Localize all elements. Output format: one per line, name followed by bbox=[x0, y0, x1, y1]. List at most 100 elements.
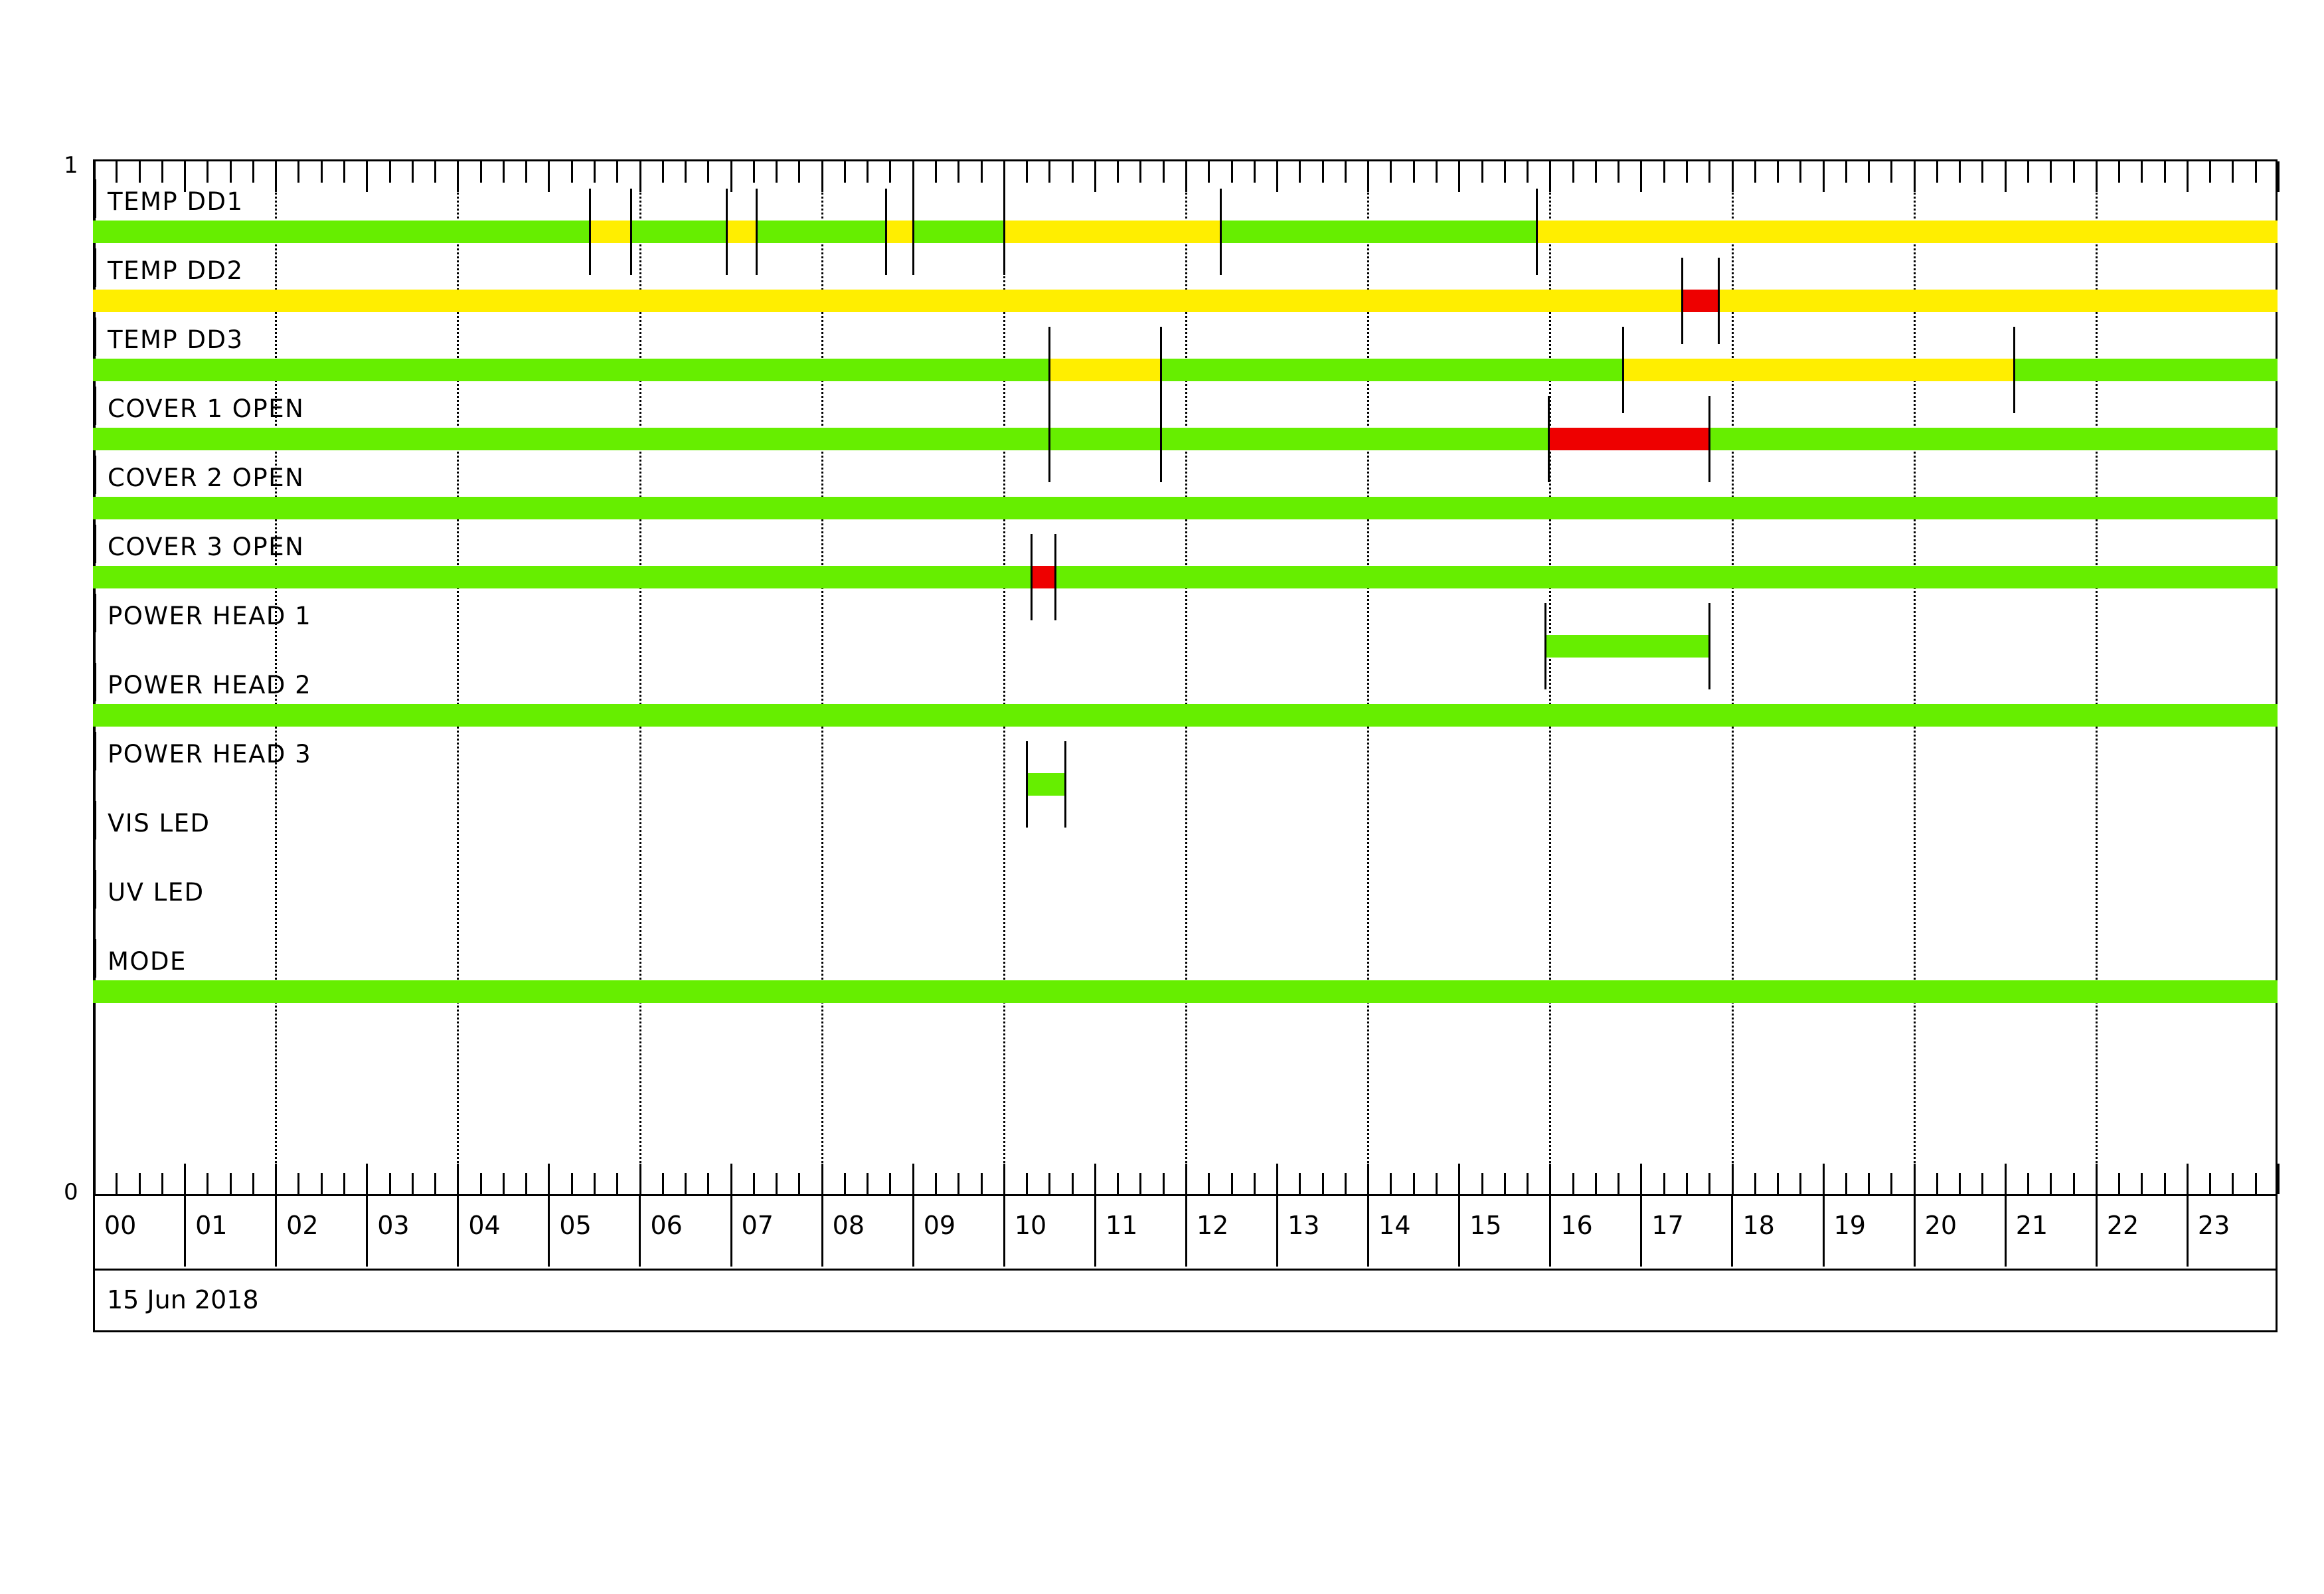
tick-bot-5.50 bbox=[593, 1173, 596, 1194]
tick-top-18.50 bbox=[1777, 161, 1780, 183]
axis-tick-power-head-2 bbox=[93, 663, 96, 701]
tick-bot-3.00 bbox=[366, 1164, 369, 1194]
tick-bot-10.50 bbox=[1048, 1173, 1051, 1194]
hour-label-04: 04 bbox=[468, 1211, 501, 1240]
segment-green bbox=[1544, 635, 1709, 658]
hour-cell-20: 20 bbox=[1916, 1196, 2007, 1267]
tick-top-14.75 bbox=[1435, 161, 1438, 183]
event-marker bbox=[1064, 741, 1066, 828]
tick-bot-24.00 bbox=[2278, 1164, 2280, 1194]
tick-bot-13.25 bbox=[1299, 1173, 1301, 1194]
tick-top-4.00 bbox=[457, 161, 459, 192]
segment-green bbox=[93, 980, 2278, 1003]
tick-bot-21.00 bbox=[2004, 1164, 2007, 1194]
tick-top-12.50 bbox=[1230, 161, 1233, 183]
tick-top-14.00 bbox=[1367, 161, 1370, 192]
segment-green bbox=[2013, 359, 2278, 381]
tick-top-7.25 bbox=[752, 161, 755, 183]
tick-bot-9.00 bbox=[912, 1164, 914, 1194]
event-marker bbox=[1003, 189, 1005, 275]
hour-cell-05: 05 bbox=[550, 1196, 641, 1267]
hour-label-06: 06 bbox=[650, 1211, 683, 1240]
tick-top-23.75 bbox=[2254, 161, 2257, 183]
hour-cell-04: 04 bbox=[459, 1196, 550, 1267]
channel-bar-mode bbox=[93, 980, 2278, 1003]
tick-bot-11.50 bbox=[1139, 1173, 1142, 1194]
tick-bot-0.75 bbox=[161, 1173, 163, 1194]
tick-bot-10.75 bbox=[1071, 1173, 1074, 1194]
tick-top-8.25 bbox=[843, 161, 846, 183]
tick-bot-13.50 bbox=[1321, 1173, 1324, 1194]
tick-top-5.25 bbox=[570, 161, 573, 183]
channel-label-vis-led: VIS LED bbox=[108, 809, 210, 838]
tick-bot-16.75 bbox=[1618, 1173, 1620, 1194]
tick-top-22.50 bbox=[2141, 161, 2143, 183]
hour-cell-06: 06 bbox=[641, 1196, 732, 1267]
tick-bot-21.50 bbox=[2050, 1173, 2052, 1194]
event-marker bbox=[1220, 189, 1222, 275]
channel-label-mode: MODE bbox=[108, 947, 187, 976]
tick-bot-10.25 bbox=[1026, 1173, 1029, 1194]
tick-top-7.50 bbox=[776, 161, 778, 183]
tick-bot-2.50 bbox=[320, 1173, 323, 1194]
hour-label-20: 20 bbox=[1924, 1211, 1957, 1240]
tick-bot-7.75 bbox=[798, 1173, 801, 1194]
tick-bot-14.00 bbox=[1367, 1164, 1370, 1194]
event-marker bbox=[1622, 327, 1624, 413]
tick-bot-2.25 bbox=[297, 1173, 300, 1194]
tick-top-18.00 bbox=[1731, 161, 1734, 192]
channel-label-power-head-3: POWER HEAD 3 bbox=[108, 740, 312, 768]
segment-green bbox=[629, 221, 726, 243]
tick-bot-3.75 bbox=[434, 1173, 437, 1194]
tick-top-23.50 bbox=[2232, 161, 2234, 183]
tick-top-4.75 bbox=[525, 161, 528, 183]
event-marker bbox=[1681, 258, 1684, 344]
channel-label-cover-2-open: COVER 2 OPEN bbox=[108, 464, 305, 492]
axis-tick-temp-dd1 bbox=[93, 179, 96, 218]
tick-bot-13.00 bbox=[1276, 1164, 1279, 1194]
segment-green bbox=[93, 359, 1049, 381]
hour-label-16: 16 bbox=[1560, 1211, 1593, 1240]
hour-label-07: 07 bbox=[741, 1211, 774, 1240]
gridline-hour-22 bbox=[2095, 161, 2098, 1194]
tick-top-19.75 bbox=[1890, 161, 1893, 183]
tick-bot-12.75 bbox=[1253, 1173, 1256, 1194]
tick-top-1.75 bbox=[252, 161, 254, 183]
tick-bot-17.50 bbox=[1685, 1173, 1688, 1194]
tick-top-8.50 bbox=[867, 161, 869, 183]
tick-bot-11.00 bbox=[1094, 1164, 1096, 1194]
tick-top-8.75 bbox=[889, 161, 892, 183]
tick-top-5.00 bbox=[548, 161, 550, 192]
tick-top-14.50 bbox=[1412, 161, 1415, 183]
hour-cell-07: 07 bbox=[732, 1196, 823, 1267]
tick-bot-6.00 bbox=[639, 1164, 641, 1194]
tick-bot-20.25 bbox=[1936, 1173, 1938, 1194]
segment-green bbox=[93, 497, 2278, 519]
hour-label-05: 05 bbox=[559, 1211, 592, 1240]
event-marker bbox=[629, 189, 632, 275]
tick-top-23.00 bbox=[2186, 161, 2189, 192]
tick-bot-16.50 bbox=[1594, 1173, 1597, 1194]
tick-top-3.00 bbox=[366, 161, 369, 192]
tick-bot-14.25 bbox=[1390, 1173, 1392, 1194]
y-axis-max-label: 1 bbox=[64, 152, 78, 179]
tick-top-2.50 bbox=[320, 161, 323, 183]
segment-yellow bbox=[1622, 359, 2014, 381]
date-band: 15 Jun 2018 bbox=[93, 1269, 2278, 1332]
hour-label-14: 14 bbox=[1378, 1211, 1411, 1240]
channel-bar-cover-3-open bbox=[93, 566, 2278, 588]
channel-label-temp-dd2: TEMP DD2 bbox=[108, 256, 244, 285]
tick-top-16.50 bbox=[1594, 161, 1597, 183]
channel-bar-temp-dd1 bbox=[93, 221, 2278, 243]
gridline-hour-16 bbox=[1549, 161, 1552, 1194]
event-marker bbox=[1708, 603, 1711, 689]
tick-top-16.25 bbox=[1572, 161, 1574, 183]
tick-top-3.25 bbox=[388, 161, 391, 183]
hour-cell-22: 22 bbox=[2098, 1196, 2189, 1267]
tick-bot-1.75 bbox=[252, 1173, 254, 1194]
tick-top-1.25 bbox=[207, 161, 209, 183]
segment-green bbox=[912, 221, 1003, 243]
channel-bar-power-head-3 bbox=[93, 773, 2278, 796]
tick-bot-7.00 bbox=[730, 1164, 732, 1194]
